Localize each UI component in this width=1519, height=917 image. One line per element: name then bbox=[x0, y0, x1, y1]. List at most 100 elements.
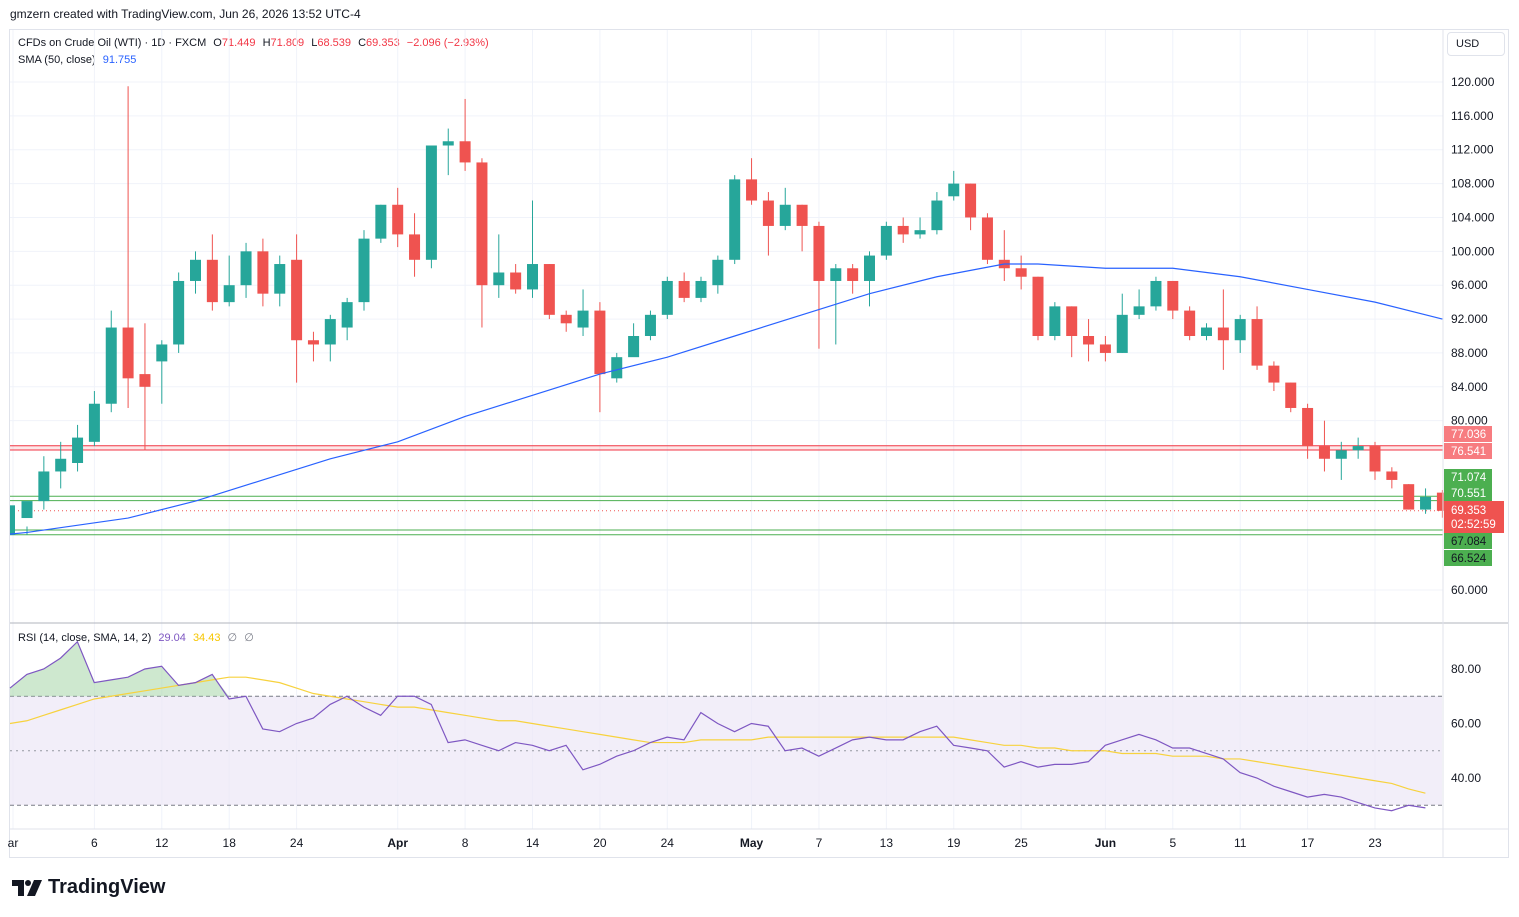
candle[interactable] bbox=[1032, 276, 1044, 341]
candle[interactable] bbox=[779, 187, 791, 231]
candle[interactable] bbox=[139, 323, 151, 451]
candle[interactable] bbox=[1083, 319, 1095, 362]
candle[interactable] bbox=[729, 175, 741, 265]
candle[interactable] bbox=[543, 264, 555, 320]
candle[interactable] bbox=[914, 217, 926, 239]
candle[interactable] bbox=[341, 297, 353, 341]
candle[interactable] bbox=[628, 323, 640, 358]
candle[interactable] bbox=[981, 213, 993, 265]
candle[interactable] bbox=[1217, 289, 1229, 370]
candle[interactable] bbox=[1116, 293, 1128, 353]
candle[interactable] bbox=[38, 456, 50, 510]
candle[interactable] bbox=[611, 352, 623, 383]
candle[interactable] bbox=[1369, 441, 1381, 480]
candle[interactable] bbox=[644, 310, 656, 341]
candle[interactable] bbox=[1015, 255, 1027, 290]
candle[interactable] bbox=[358, 230, 370, 311]
candle[interactable] bbox=[88, 391, 100, 447]
candle[interactable] bbox=[1386, 467, 1398, 489]
candle[interactable] bbox=[998, 230, 1010, 281]
candle[interactable] bbox=[459, 98, 471, 171]
candle[interactable] bbox=[1285, 382, 1297, 413]
candle-body bbox=[442, 141, 454, 146]
rsi-ma-line[interactable] bbox=[9, 676, 1426, 794]
candle[interactable] bbox=[864, 251, 875, 307]
candle[interactable] bbox=[257, 238, 269, 307]
candle[interactable] bbox=[1099, 336, 1111, 362]
candle[interactable] bbox=[291, 234, 303, 383]
candle[interactable] bbox=[796, 204, 808, 252]
rsi-line[interactable] bbox=[9, 640, 1426, 812]
candle[interactable] bbox=[1268, 361, 1280, 392]
candle[interactable] bbox=[1302, 403, 1314, 459]
candle[interactable] bbox=[746, 158, 758, 205]
candle[interactable] bbox=[1150, 276, 1162, 311]
candle[interactable] bbox=[1352, 437, 1364, 459]
candle[interactable] bbox=[510, 264, 522, 294]
candle[interactable] bbox=[527, 200, 538, 298]
candle[interactable] bbox=[425, 145, 437, 269]
candle[interactable] bbox=[122, 86, 134, 408]
candle[interactable] bbox=[678, 272, 690, 303]
candle[interactable] bbox=[274, 255, 286, 307]
candle[interactable] bbox=[307, 331, 319, 362]
candle[interactable] bbox=[105, 310, 117, 413]
candle[interactable] bbox=[240, 242, 252, 298]
candle[interactable] bbox=[1420, 488, 1432, 514]
candle[interactable] bbox=[476, 158, 488, 328]
sma-label[interactable]: SMA (50, close) bbox=[18, 54, 96, 66]
tradingview-logo[interactable]: TradingView bbox=[12, 876, 165, 899]
candle[interactable] bbox=[1201, 323, 1212, 341]
candle[interactable] bbox=[847, 264, 859, 294]
candle[interactable] bbox=[1403, 484, 1415, 510]
candle[interactable] bbox=[409, 213, 421, 277]
candle[interactable] bbox=[577, 289, 589, 336]
rsi-label[interactable]: RSI (14, close, SMA, 14, 2) bbox=[18, 632, 152, 644]
candle-body bbox=[122, 327, 134, 379]
sma-line[interactable] bbox=[9, 263, 1443, 535]
candle[interactable] bbox=[762, 192, 774, 256]
symbol-label[interactable]: CFDs on Crude Oil (WTI) · 1D · FXCM bbox=[18, 37, 207, 49]
candle[interactable] bbox=[375, 204, 387, 243]
candle-body bbox=[1150, 280, 1162, 307]
candle[interactable] bbox=[931, 192, 943, 235]
candle[interactable] bbox=[1251, 306, 1263, 370]
time-tick-label: 12 bbox=[155, 836, 169, 850]
candle[interactable] bbox=[695, 276, 707, 303]
candle[interactable] bbox=[1436, 490, 1448, 518]
candle[interactable] bbox=[156, 340, 168, 404]
candle[interactable] bbox=[1184, 306, 1196, 341]
candle[interactable] bbox=[72, 424, 84, 472]
candle[interactable] bbox=[55, 441, 67, 489]
candle[interactable] bbox=[1234, 314, 1246, 353]
candle[interactable] bbox=[392, 187, 404, 248]
candle-body bbox=[1403, 484, 1415, 510]
candle[interactable] bbox=[661, 276, 673, 320]
candle[interactable] bbox=[813, 221, 825, 349]
candle[interactable] bbox=[324, 314, 336, 362]
candle[interactable] bbox=[965, 183, 977, 231]
rsi-series bbox=[9, 640, 1443, 812]
candle[interactable] bbox=[21, 501, 33, 535]
candle[interactable] bbox=[880, 221, 892, 260]
candle[interactable] bbox=[897, 217, 909, 243]
rsi-overbought-fill bbox=[10, 641, 1426, 697]
candle[interactable] bbox=[712, 255, 724, 294]
candle[interactable] bbox=[1318, 420, 1330, 472]
candle[interactable] bbox=[1167, 280, 1179, 320]
candle[interactable] bbox=[594, 302, 606, 413]
candle[interactable] bbox=[206, 234, 218, 311]
candle[interactable] bbox=[1133, 289, 1145, 320]
candle[interactable] bbox=[223, 255, 235, 307]
candle[interactable] bbox=[1335, 441, 1347, 480]
candle[interactable] bbox=[173, 272, 185, 353]
candle[interactable] bbox=[1066, 306, 1078, 358]
candle[interactable] bbox=[493, 234, 505, 298]
candle[interactable] bbox=[948, 170, 960, 201]
currency-button[interactable]: USD bbox=[1447, 32, 1505, 56]
candle[interactable] bbox=[1049, 302, 1061, 341]
candle[interactable] bbox=[442, 128, 454, 176]
candle[interactable] bbox=[560, 310, 572, 332]
candle[interactable] bbox=[190, 251, 201, 294]
